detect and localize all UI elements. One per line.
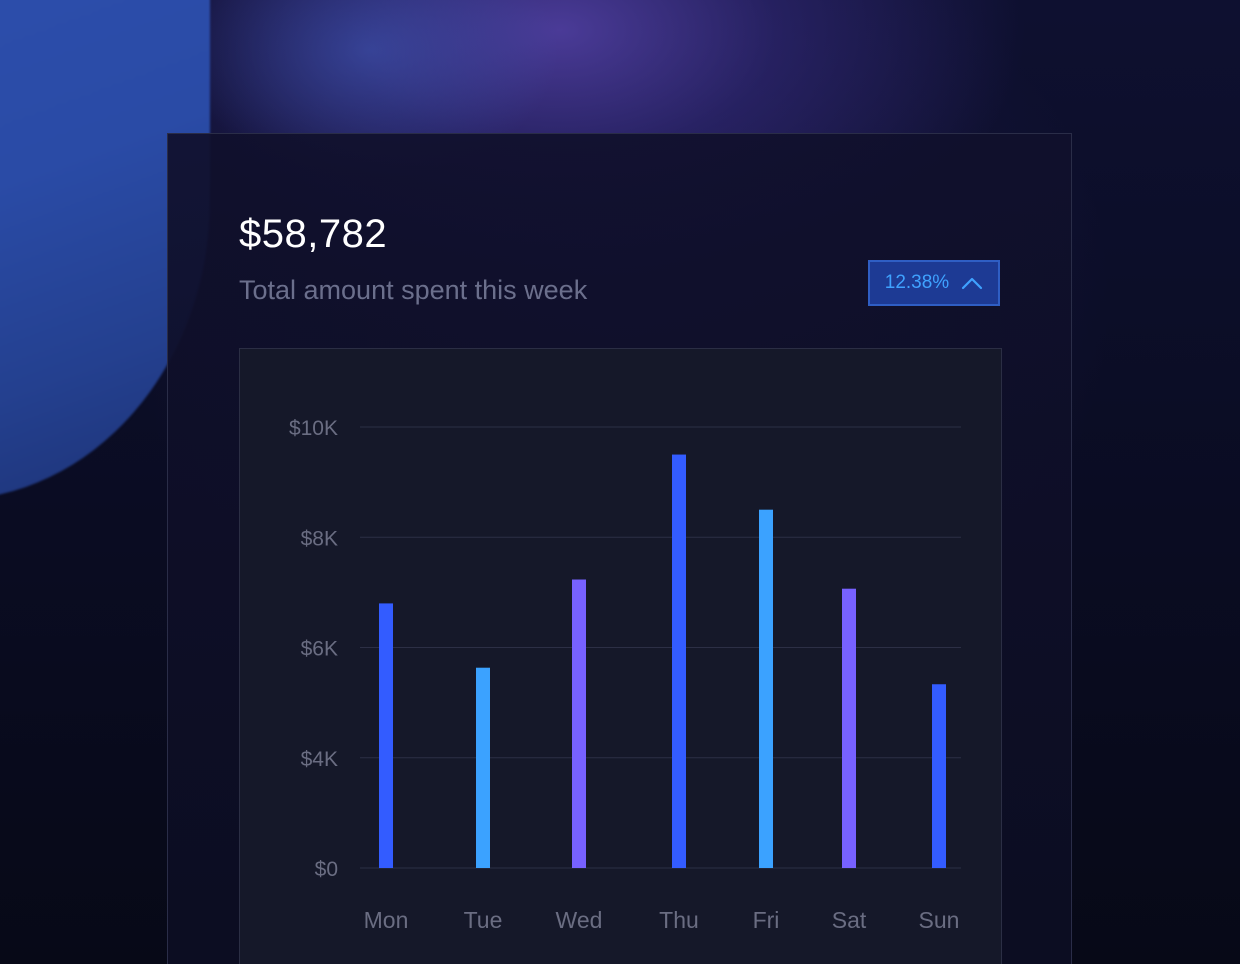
x-tick-label: Thu <box>659 907 699 933</box>
y-tick-label: $0 <box>315 858 338 881</box>
bar-mon[interactable] <box>379 603 393 868</box>
x-tick-label: Sun <box>919 907 960 933</box>
bar-wed[interactable] <box>572 579 586 868</box>
change-badge: 12.38% <box>868 260 1000 306</box>
y-tick-label: $8K <box>301 527 338 550</box>
y-tick-label: $4K <box>301 748 338 771</box>
total-amount: $58,782 <box>239 212 388 256</box>
bar-sat[interactable] <box>842 588 856 868</box>
spending-card: $58,782 Total amount spent this week 12.… <box>167 133 1072 964</box>
y-tick-label: $10K <box>289 417 338 440</box>
x-axis-ticks: Mon Tue Wed Thu Fri Sat Sun <box>364 907 960 933</box>
x-tick-label: Wed <box>556 907 603 933</box>
bar-thu[interactable] <box>672 454 686 868</box>
bar-tue[interactable] <box>476 667 490 868</box>
bar-sun[interactable] <box>932 684 946 868</box>
x-tick-label: Tue <box>464 907 503 933</box>
chevron-up-icon <box>961 276 983 290</box>
total-label: Total amount spent this week <box>239 275 588 305</box>
x-tick-label: Fri <box>753 907 780 933</box>
x-tick-label: Mon <box>364 907 409 933</box>
gridlines <box>360 426 961 869</box>
bars <box>379 454 946 868</box>
bar-fri[interactable] <box>759 509 773 868</box>
bar-chart: $0 $4K $6K $8K $10K Mon Tue Wed Thu Fri Sat Sun <box>239 348 1002 964</box>
x-tick-label: Sat <box>832 907 867 933</box>
y-tick-label: $6K <box>301 638 338 661</box>
change-percentage: 12.38% <box>884 272 950 293</box>
y-axis-ticks: $0 $4K $6K $8K $10K <box>289 417 338 881</box>
chart-canvas: $0 $4K $6K $8K $10K Mon Tue Wed Thu Fri Sat Sun <box>289 417 961 933</box>
